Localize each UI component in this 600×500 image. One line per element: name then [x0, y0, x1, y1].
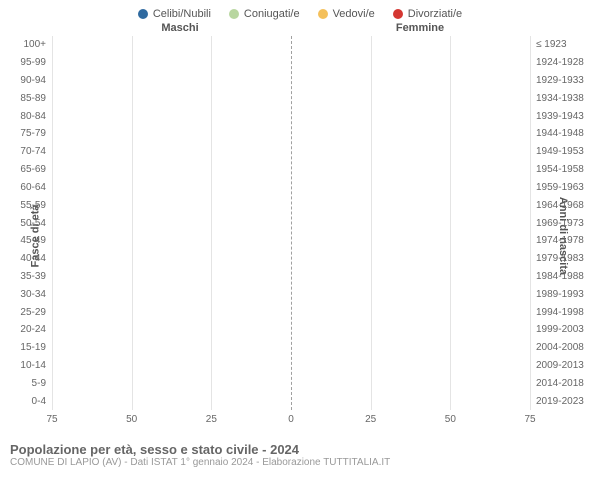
birth-label: ≤ 1923 — [532, 36, 592, 54]
bar-row — [52, 196, 530, 214]
bar-row — [52, 339, 530, 357]
age-labels: 100+95-9990-9485-8980-8475-7970-7465-696… — [8, 36, 50, 410]
birth-label: 1969-1973 — [532, 214, 592, 232]
bar-row — [52, 36, 530, 54]
legend-swatch — [229, 9, 239, 19]
x-tick: 75 — [524, 414, 535, 425]
bar-row — [52, 89, 530, 107]
birth-labels: ≤ 19231924-19281929-19331934-19381939-19… — [532, 36, 592, 410]
legend-swatch — [138, 9, 148, 19]
bar-row — [52, 285, 530, 303]
bar-row — [52, 374, 530, 392]
age-label: 70-74 — [8, 143, 50, 161]
age-label: 75-79 — [8, 125, 50, 143]
legend-item: Coniugati/e — [229, 8, 300, 20]
birth-label: 1949-1953 — [532, 143, 592, 161]
age-label: 95-99 — [8, 54, 50, 72]
age-label: 10-14 — [8, 357, 50, 375]
birth-label: 1934-1938 — [532, 89, 592, 107]
age-label: 80-84 — [8, 107, 50, 125]
x-tick: 25 — [206, 414, 217, 425]
age-label: 60-64 — [8, 179, 50, 197]
bar-row — [52, 107, 530, 125]
legend-item: Divorziati/e — [393, 8, 462, 20]
legend-label: Celibi/Nubili — [153, 8, 211, 20]
x-tick: 25 — [365, 414, 376, 425]
birth-label: 1944-1948 — [532, 125, 592, 143]
legend-item: Vedovi/e — [318, 8, 375, 20]
birth-label: 1959-1963 — [532, 179, 592, 197]
legend-label: Coniugati/e — [244, 8, 300, 20]
age-label: 85-89 — [8, 89, 50, 107]
chart: Fasce di età Anni di nascita 100+95-9990… — [8, 36, 592, 436]
age-label: 100+ — [8, 36, 50, 54]
footer: Popolazione per età, sesso e stato civil… — [0, 436, 600, 468]
legend-label: Divorziati/e — [408, 8, 462, 20]
x-axis: 7550250255075 — [52, 414, 530, 428]
female-header: Femmine — [300, 22, 540, 34]
birth-label: 2009-2013 — [532, 357, 592, 375]
bar-row — [52, 268, 530, 286]
legend-swatch — [393, 9, 403, 19]
birth-label: 1979-1983 — [532, 250, 592, 268]
age-label: 25-29 — [8, 303, 50, 321]
male-header: Maschi — [60, 22, 300, 34]
bar-row — [52, 303, 530, 321]
chart-title: Popolazione per età, sesso e stato civil… — [10, 442, 590, 457]
x-tick: 75 — [46, 414, 57, 425]
x-tick: 50 — [126, 414, 137, 425]
age-label: 35-39 — [8, 268, 50, 286]
birth-label: 1954-1958 — [532, 161, 592, 179]
bar-row — [52, 250, 530, 268]
chart-subtitle: COMUNE DI LAPIO (AV) - Dati ISTAT 1° gen… — [10, 457, 590, 468]
bar-row — [52, 125, 530, 143]
birth-label: 1939-1943 — [532, 107, 592, 125]
bar-rows — [52, 36, 530, 410]
age-label: 90-94 — [8, 72, 50, 90]
bar-row — [52, 214, 530, 232]
x-tick: 50 — [445, 414, 456, 425]
birth-label: 1994-1998 — [532, 303, 592, 321]
birth-label: 1929-1933 — [532, 72, 592, 90]
column-headers: Maschi Femmine — [0, 22, 600, 36]
bar-row — [52, 54, 530, 72]
birth-label: 1924-1928 — [532, 54, 592, 72]
bar-row — [52, 179, 530, 197]
birth-label: 1974-1978 — [532, 232, 592, 250]
bar-row — [52, 357, 530, 375]
x-tick: 0 — [288, 414, 294, 425]
birth-label: 1964-1968 — [532, 196, 592, 214]
gridline — [530, 36, 531, 410]
birth-label: 1999-2003 — [532, 321, 592, 339]
age-label: 40-44 — [8, 250, 50, 268]
birth-label: 2019-2023 — [532, 392, 592, 410]
age-label: 30-34 — [8, 285, 50, 303]
age-label: 65-69 — [8, 161, 50, 179]
bar-row — [52, 321, 530, 339]
bar-row — [52, 232, 530, 250]
bar-row — [52, 72, 530, 90]
legend-label: Vedovi/e — [333, 8, 375, 20]
legend-swatch — [318, 9, 328, 19]
bar-row — [52, 392, 530, 410]
age-label: 55-59 — [8, 196, 50, 214]
age-label: 45-49 — [8, 232, 50, 250]
bar-row — [52, 161, 530, 179]
age-label: 0-4 — [8, 392, 50, 410]
age-label: 50-54 — [8, 214, 50, 232]
age-label: 5-9 — [8, 374, 50, 392]
plot-area — [52, 36, 530, 410]
legend-item: Celibi/Nubili — [138, 8, 211, 20]
birth-label: 2014-2018 — [532, 374, 592, 392]
legend: Celibi/Nubili Coniugati/e Vedovi/e Divorzia… — [0, 0, 600, 22]
age-label: 15-19 — [8, 339, 50, 357]
bar-row — [52, 143, 530, 161]
birth-label: 1984-1988 — [532, 268, 592, 286]
birth-label: 1989-1993 — [532, 285, 592, 303]
age-label: 20-24 — [8, 321, 50, 339]
birth-label: 2004-2008 — [532, 339, 592, 357]
